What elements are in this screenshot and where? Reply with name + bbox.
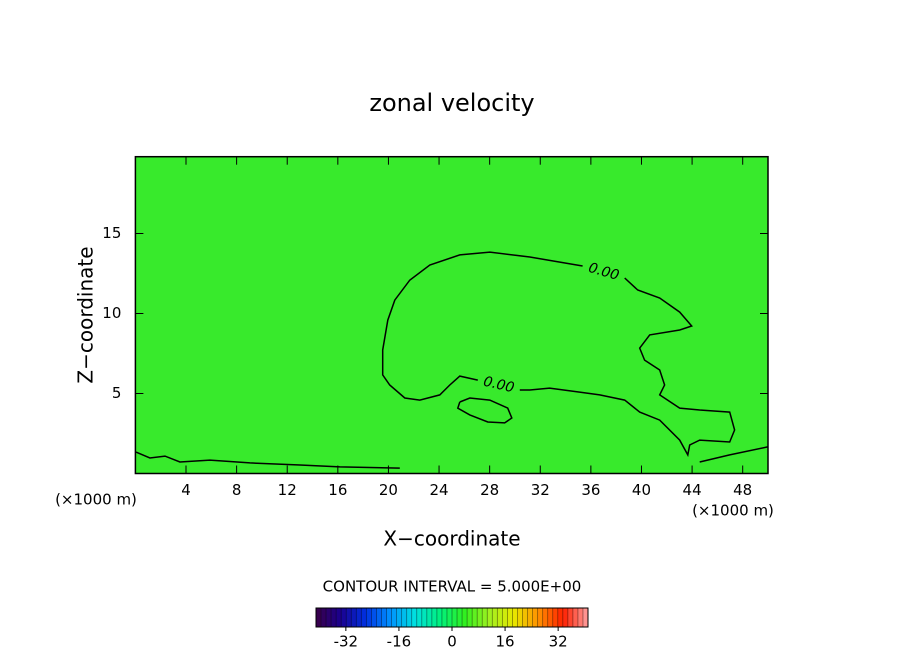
colorbar-swatch [336,608,342,627]
colorbar-swatch [406,608,413,627]
colorbar-tick-label: -32 [334,633,359,651]
x-tick-label: 40 [632,481,651,499]
x-tick-label: 44 [683,481,702,499]
colorbar-swatch [552,608,559,627]
colorbar-swatch [572,608,579,627]
colorbar-swatch [341,608,347,627]
colorbar-swatch [436,608,443,627]
x-axis-label: X−coordinate [383,527,520,551]
colorbar-swatch [497,608,503,627]
contour-line [456,397,513,424]
colorbar-swatch [356,608,362,627]
colorbar-swatch [507,608,513,627]
colorbar-swatch [582,608,589,627]
colorbar-swatch [482,608,488,627]
x-tick-label: 20 [379,481,398,499]
colorbar-swatch [472,608,478,627]
colorbar-swatch [517,608,523,627]
colorbar-swatch [562,608,569,627]
colorbar-swatch [502,608,508,627]
x-unit-label: (×1000 m) [692,502,774,520]
x-tick-label: 28 [480,481,499,499]
colorbar-title: CONTOUR INTERVAL = 5.000E+00 [323,578,582,596]
colorbar-swatch [391,608,397,627]
colorbar-swatch [366,608,372,627]
x-unit-label: (×1000 m) [55,491,137,509]
contour-line [699,446,768,463]
colorbar-swatch [371,608,377,627]
colorbar-swatch [522,608,528,627]
colorbar-swatch [346,608,352,627]
colorbar-swatch [426,608,433,627]
colorbar-tick-label: 32 [549,633,568,651]
y-tick-label: 15 [102,224,121,242]
colorbar-swatch [547,608,554,627]
x-tick-label: 8 [232,481,242,499]
y-axis-label: Z−coordinate [74,246,98,383]
colorbar-swatch [361,608,367,627]
colorbar-swatch [316,608,322,627]
colorbar-swatch [567,608,574,627]
field [135,156,768,474]
colorbar-swatch [512,608,518,627]
colorbar-swatch [452,608,458,627]
x-tick-label: 12 [278,481,297,499]
x-tick-label: 24 [430,481,449,499]
colorbar-swatch [441,608,448,627]
x-tick-label: 48 [733,481,752,499]
colorbar-swatch [537,608,543,627]
colorbar-tick-label: 0 [447,633,457,651]
colorbar-swatch [487,608,493,627]
colorbar-swatch [492,608,498,627]
plot-frame [134,155,769,475]
y-tick-label: 5 [112,384,122,402]
colorbar-swatch [326,608,332,627]
colorbar-swatch [376,608,382,627]
colorbar-swatch [577,608,584,627]
colorbar-swatch [401,608,407,627]
contour-label: 0.00 [482,374,516,397]
colorbar-swatch [557,608,564,627]
x-tick-label: 4 [181,481,191,499]
colorbar-swatch [396,608,402,627]
chart-title: zonal velocity [369,89,534,117]
x-tick-label: 16 [328,481,347,499]
colorbar-swatch [467,608,473,627]
contour-line [381,251,736,458]
y-tick-label: 10 [102,304,121,322]
colorbar-swatch [532,608,538,627]
colorbar-swatch [421,608,428,627]
colorbar-swatch [446,608,453,627]
contour-line [135,451,400,469]
colorbar-swatch [431,608,438,627]
colorbar-swatch [542,608,549,627]
colorbar-swatch [411,608,418,627]
colorbar-swatch [331,608,337,627]
colorbar-swatch [351,608,357,627]
colorbar-swatch [457,608,463,627]
colorbar-tick-label: 16 [496,633,515,651]
colorbar-swatch [462,608,468,627]
colorbar-swatch [321,608,327,627]
colorbar-swatch [386,608,392,627]
x-tick-label: 32 [531,481,550,499]
colorbar-swatch [381,608,387,627]
colorbar-swatch [477,608,483,627]
colorbar-tick-label: -16 [387,633,412,651]
colorbar-swatch [416,608,423,627]
x-tick-label: 36 [581,481,600,499]
colorbar-swatch [527,608,533,627]
